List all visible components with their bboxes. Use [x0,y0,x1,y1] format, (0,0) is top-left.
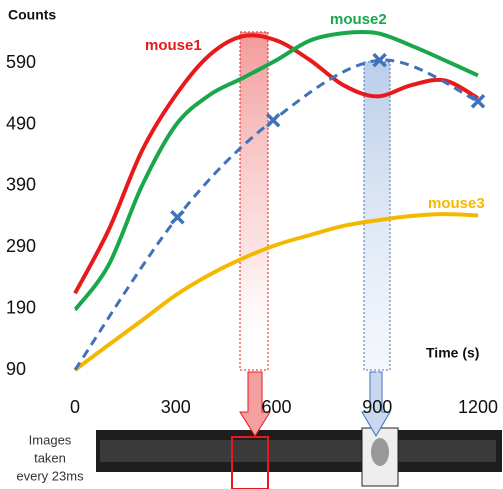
highlight-window [364,62,390,370]
series-label: mouse3 [428,195,485,212]
y-tick-label: 90 [6,359,26,379]
y-tick-label: 490 [6,113,36,133]
series-label: mouse2 [330,11,387,28]
highlight-window [240,32,268,370]
x-axis-label: Time (s) [426,345,479,361]
x-tick-label: 900 [362,397,392,417]
y-tick-label: 290 [6,236,36,256]
y-tick-label: 190 [6,297,36,317]
chart: Counts Time (s) 90 190 290 390 490 590 0 300 600… [0,0,503,489]
x-tick-label: 300 [161,397,191,417]
x-marker [267,114,279,126]
annotation: Images [29,432,72,447]
mouse-image [371,438,389,466]
annotation: every 23ms [16,468,84,483]
x-tick-label: 0 [70,397,80,417]
annotation: taken [34,450,66,465]
y-axis-label: Counts [8,7,56,23]
series-label: mouse1 [145,37,202,54]
x-tick-label: 600 [261,397,291,417]
x-tick-label: 1200 [458,397,498,417]
series-line [75,214,478,370]
y-tick-label: 390 [6,175,36,195]
series-line [75,35,478,293]
y-tick-label: 590 [6,52,36,72]
film-frames [100,440,496,462]
series-line [75,32,478,310]
x-marker [171,211,183,223]
